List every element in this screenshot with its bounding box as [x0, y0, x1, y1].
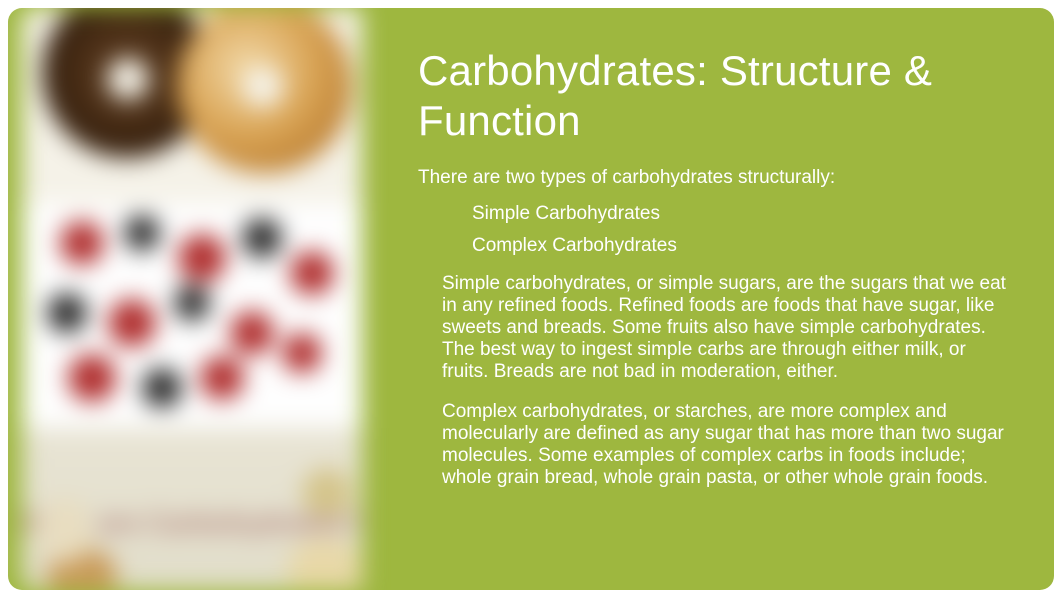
- molecule-atom: [47, 293, 87, 333]
- molecule-atom: [290, 251, 334, 295]
- image-panel-foods: What are Carbohydrates?: [22, 428, 362, 590]
- intro-text: There are two types of carbohydrates str…: [418, 167, 1014, 189]
- left-image-column: What are Carbohydrates?: [22, 8, 362, 590]
- slide: What are Carbohydrates? Carbohydrates: S…: [8, 8, 1054, 590]
- bullet-list: Simple Carbohydrates Complex Carbohydrat…: [418, 203, 1014, 257]
- molecule-atom: [282, 333, 322, 373]
- molecule-atom: [230, 311, 274, 355]
- molecule-atom: [200, 356, 244, 400]
- molecule-atom: [108, 299, 156, 347]
- food-blob: [302, 468, 352, 518]
- paragraph-complex: Complex carbohydrates, or starches, are …: [418, 401, 1014, 489]
- molecule-atom: [60, 221, 104, 265]
- food-blob: [37, 498, 92, 563]
- slide-title: Carbohydrates: Structure & Function: [418, 46, 1014, 145]
- molecule-atom: [242, 218, 282, 258]
- bullet-item: Complex Carbohydrates: [472, 235, 1014, 257]
- molecule-atom: [174, 285, 210, 321]
- paragraph-simple: Simple carbohydrates, or simple sugars, …: [418, 273, 1014, 383]
- food-blob: [287, 538, 362, 590]
- molecule-atom: [124, 215, 160, 251]
- content-column: Carbohydrates: Structure & Function Ther…: [388, 8, 1054, 590]
- image-panel-molecule: [22, 203, 362, 428]
- molecule-atom: [68, 354, 116, 402]
- molecule-atom: [142, 368, 182, 408]
- molecule-atom: [178, 234, 226, 282]
- bullet-item: Simple Carbohydrates: [472, 203, 1014, 225]
- image-panel-bagels: [22, 8, 362, 203]
